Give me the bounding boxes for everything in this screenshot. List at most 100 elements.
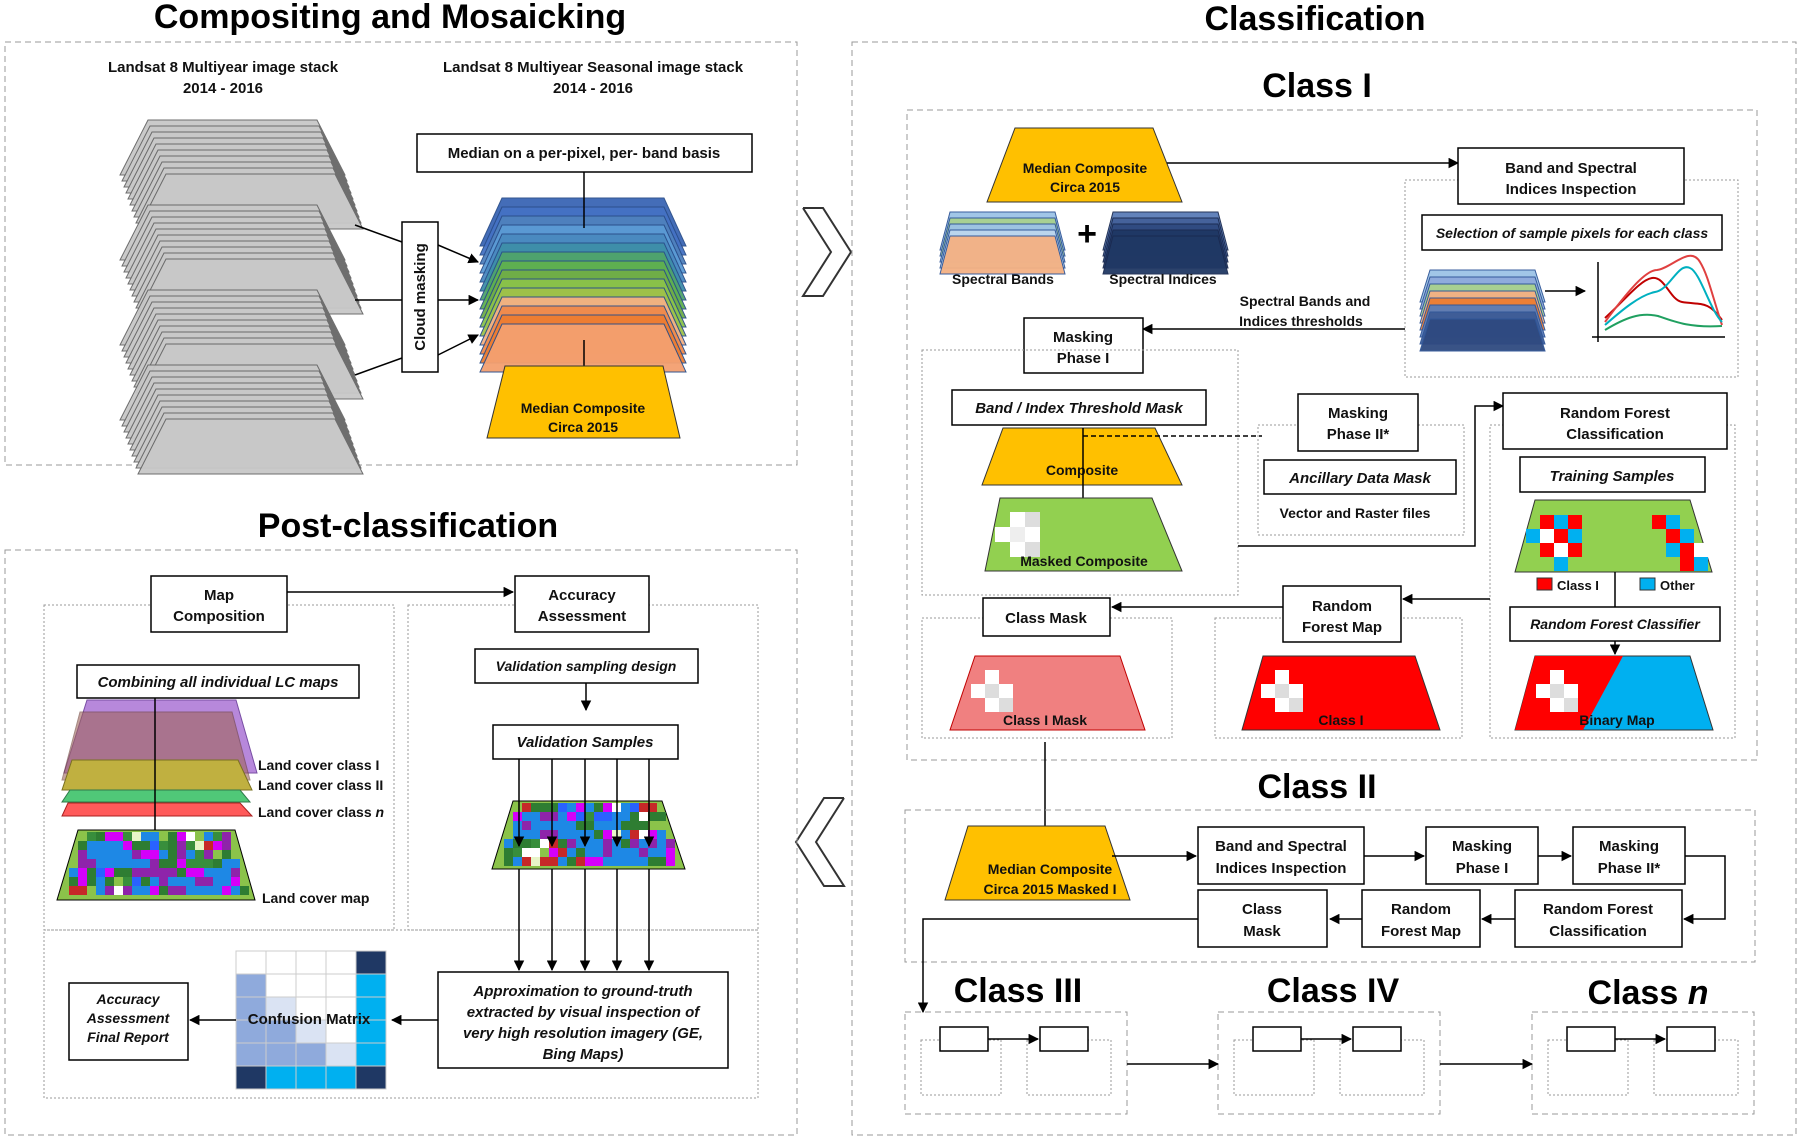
validation-design-label: Validation sampling design: [496, 658, 677, 674]
spectral-indices-label: Spectral Indices: [1109, 271, 1217, 287]
class2-cm-box: [1197, 889, 1328, 948]
multiyear-stack-label: Landsat 8 Multiyear image stack: [108, 59, 339, 76]
confusion-matrix-label: Confusion Matrix: [248, 1011, 371, 1028]
ancillary-mask-box: [1263, 459, 1457, 495]
class1-median-label-1: Median Composite: [1023, 160, 1148, 176]
map-composition-box: [150, 575, 288, 633]
approximation-label-2: extracted by visual inspection of: [467, 1004, 702, 1021]
class2-median-composite: [944, 825, 1131, 901]
binary-map-label: Binary Map: [1579, 712, 1654, 728]
cloud-masking-label: Cloud masking: [412, 243, 429, 351]
class2-cm-label-2: Mask: [1243, 923, 1281, 940]
validation-samples-box: [492, 724, 679, 760]
ancillary-mask-label: Ancillary Data Mask: [1288, 470, 1431, 487]
arrow: [1238, 400, 1505, 547]
arrow: [354, 224, 403, 243]
accuracy-assessment-box: [514, 575, 650, 633]
class2-rfc-label-1: Random Forest: [1543, 901, 1653, 918]
rf-classification-label-2: Classification: [1566, 426, 1664, 443]
thresholds-label-1: Spectral Bands and: [1240, 293, 1371, 309]
multiyear-years-label: 2014 - 2016: [183, 80, 263, 97]
inspection-stack: [1419, 269, 1546, 352]
masked-composite-label: Masked Composite: [1020, 553, 1148, 569]
inspection-region: [1404, 179, 1739, 378]
validation-design-box: [474, 648, 699, 684]
arrow: [437, 244, 479, 264]
class-n-title: Class n: [1588, 974, 1709, 1012]
class2-mask2-box: [1572, 826, 1686, 885]
rf-map-region: [1214, 617, 1463, 739]
class2-band-label-2: Indices Inspection: [1216, 860, 1347, 877]
spectral-indices-stack: [1102, 211, 1229, 275]
confusion-matrix-grid: [235, 950, 387, 1090]
lc-layer-red: [61, 802, 254, 817]
cloud-masking-box: [401, 221, 439, 373]
class2-band-box: [1197, 826, 1365, 885]
grey-image-stack: [119, 119, 364, 475]
rf-classification-label-1: Random Forest: [1560, 405, 1670, 422]
masking-phase2-region: [1257, 424, 1465, 536]
land-cover-map-label: Land cover map: [262, 890, 369, 906]
arrow: [354, 357, 403, 376]
class2-mask1-box: [1425, 826, 1539, 885]
training-sample-pixels: [1526, 515, 1708, 571]
class-mask-box: [982, 597, 1111, 637]
vector-raster-label: Vector and Raster files: [1280, 505, 1431, 521]
median-basis-label: Median on a per-pixel, per- band basis: [448, 145, 721, 162]
compositing-panel: Landsat 8 Multiyear image stack 2014 - 2…: [4, 41, 798, 475]
masking-phase2-label-2: Phase II*: [1327, 426, 1390, 443]
median-composite-trapezoid: [486, 365, 681, 439]
class2-rfm-label-2: Forest Map: [1381, 923, 1461, 940]
median-basis-box: [416, 133, 753, 173]
final-report-label-2: Assessment: [86, 1010, 171, 1026]
masking-phase2-label-1: Masking: [1328, 405, 1388, 422]
final-report-label-1: Accuracy: [95, 991, 160, 1007]
rf-classifier-label: Random Forest Classifier: [1530, 616, 1701, 632]
lc-class-label-1: Land cover class I: [258, 757, 379, 773]
chevron-left-icon: [794, 797, 846, 887]
future-class-groups: [904, 1011, 1755, 1115]
class2-rfm-box: [1361, 889, 1481, 948]
map-composition-label-1: Map: [204, 587, 234, 604]
seasonal-color-stack: [479, 197, 687, 373]
class2-mask2-label-1: Masking: [1599, 838, 1659, 855]
arrow: [917, 918, 1198, 1014]
masking-phase1-region: [921, 349, 1239, 596]
arrow: [1682, 855, 1726, 925]
rf-classification-box: [1502, 392, 1728, 450]
class2-band-label-1: Band and Spectral: [1215, 838, 1347, 855]
training-samples-label: Training Samples: [1550, 468, 1675, 485]
spectral-bands-stack: [939, 211, 1066, 275]
approximation-label-1: Approximation to ground-truth: [472, 983, 692, 1000]
lc-layer-olive: [61, 759, 253, 791]
legend-other-label: Other: [1660, 578, 1695, 593]
map-composition-label-2: Composition: [173, 608, 265, 625]
class2-median-label-1: Median Composite: [988, 861, 1113, 877]
class-four-title: Class IV: [1267, 972, 1400, 1010]
class2-rfc-box: [1514, 889, 1683, 948]
sample-selection-label: Selection of sample pixels for each clas…: [1436, 225, 1709, 241]
threshold-mask-label: Band / Index Threshold Mask: [975, 400, 1183, 417]
combining-label: Combining all individual LC maps: [98, 674, 339, 691]
plus-sign: +: [1077, 215, 1097, 253]
spectral-bands-label: Spectral Bands: [952, 271, 1054, 287]
final-report-box: [68, 982, 189, 1061]
training-samples-box: [1519, 456, 1706, 493]
masked-pixels: [995, 512, 1040, 557]
approximation-label-3: very high resolution imagery (GE,: [463, 1025, 703, 1042]
class2-cm-label-1: Class: [1242, 901, 1282, 918]
class-one-region: [906, 109, 1758, 761]
class2-rfc-label-2: Classification: [1549, 923, 1647, 940]
class-two-title: Class II: [1257, 768, 1376, 806]
class2-mask2-label-2: Phase II*: [1598, 860, 1661, 877]
class2-rfm-label-1: Random: [1391, 901, 1451, 918]
masking-phase1-label-1: Masking: [1053, 329, 1113, 346]
accuracy-region: [407, 604, 759, 931]
arrow: [437, 334, 479, 356]
chevron-right-icon: [801, 207, 853, 297]
binary-map-pixels: [1536, 670, 1578, 712]
composite-label: Composite: [1046, 462, 1119, 478]
composite-trapezoid: [981, 427, 1183, 486]
